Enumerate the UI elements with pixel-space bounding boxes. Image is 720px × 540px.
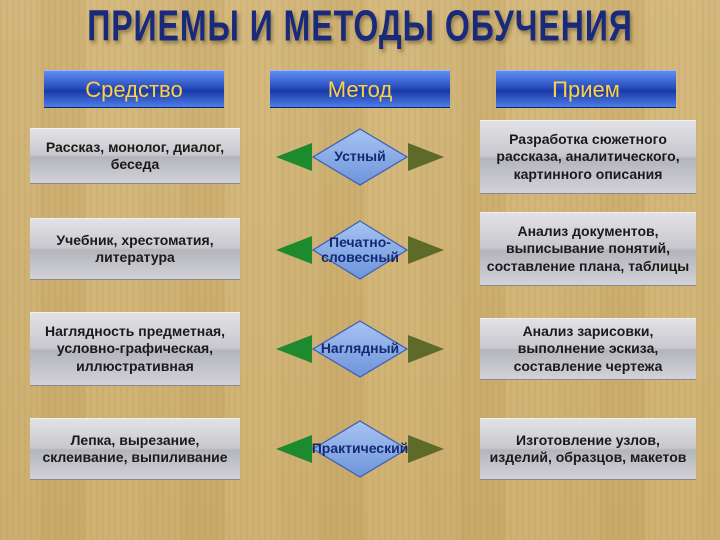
means-box-0: Рассказ, монолог, диалог, беседа xyxy=(30,128,240,184)
technique-box-0: Разработка сюжетного рассказа, аналитиче… xyxy=(480,120,696,194)
method-diamond-0: Устный xyxy=(312,128,408,186)
header-left: Средство xyxy=(44,70,224,108)
method-diamond-2: Наглядный xyxy=(312,320,408,378)
arrow-left-0 xyxy=(276,143,312,171)
arrow-left-2 xyxy=(276,335,312,363)
page-title: ПРИЕМЫ И МЕТОДЫ ОБУЧЕНИЯ xyxy=(87,2,633,52)
arrow-right-2 xyxy=(408,335,444,363)
technique-box-1: Анализ документов, выписывание понятий, … xyxy=(480,212,696,286)
means-box-3: Лепка, вырезание, склеивание, выпиливани… xyxy=(30,418,240,480)
method-label-1: Печатно-словесный xyxy=(312,220,408,280)
means-box-1: Учебник, хрестоматия, литература xyxy=(30,218,240,280)
means-box-2: Наглядность предметная, условно-графичес… xyxy=(30,312,240,386)
arrow-right-0 xyxy=(408,143,444,171)
method-label-3: Практический xyxy=(312,420,408,478)
arrow-left-1 xyxy=(276,236,312,264)
header-center: Метод xyxy=(270,70,450,108)
arrow-right-1 xyxy=(408,236,444,264)
arrow-right-3 xyxy=(408,435,444,463)
technique-box-3: Изготовление узлов, изделий, образцов, м… xyxy=(480,418,696,480)
method-label-2: Наглядный xyxy=(312,320,408,378)
method-diamond-3: Практический xyxy=(312,420,408,478)
technique-box-2: Анализ зарисовки, выполнение эскиза, сос… xyxy=(480,318,696,380)
method-label-0: Устный xyxy=(312,128,408,186)
arrow-left-3 xyxy=(276,435,312,463)
header-right: Прием xyxy=(496,70,676,108)
method-diamond-1: Печатно-словесный xyxy=(312,220,408,280)
